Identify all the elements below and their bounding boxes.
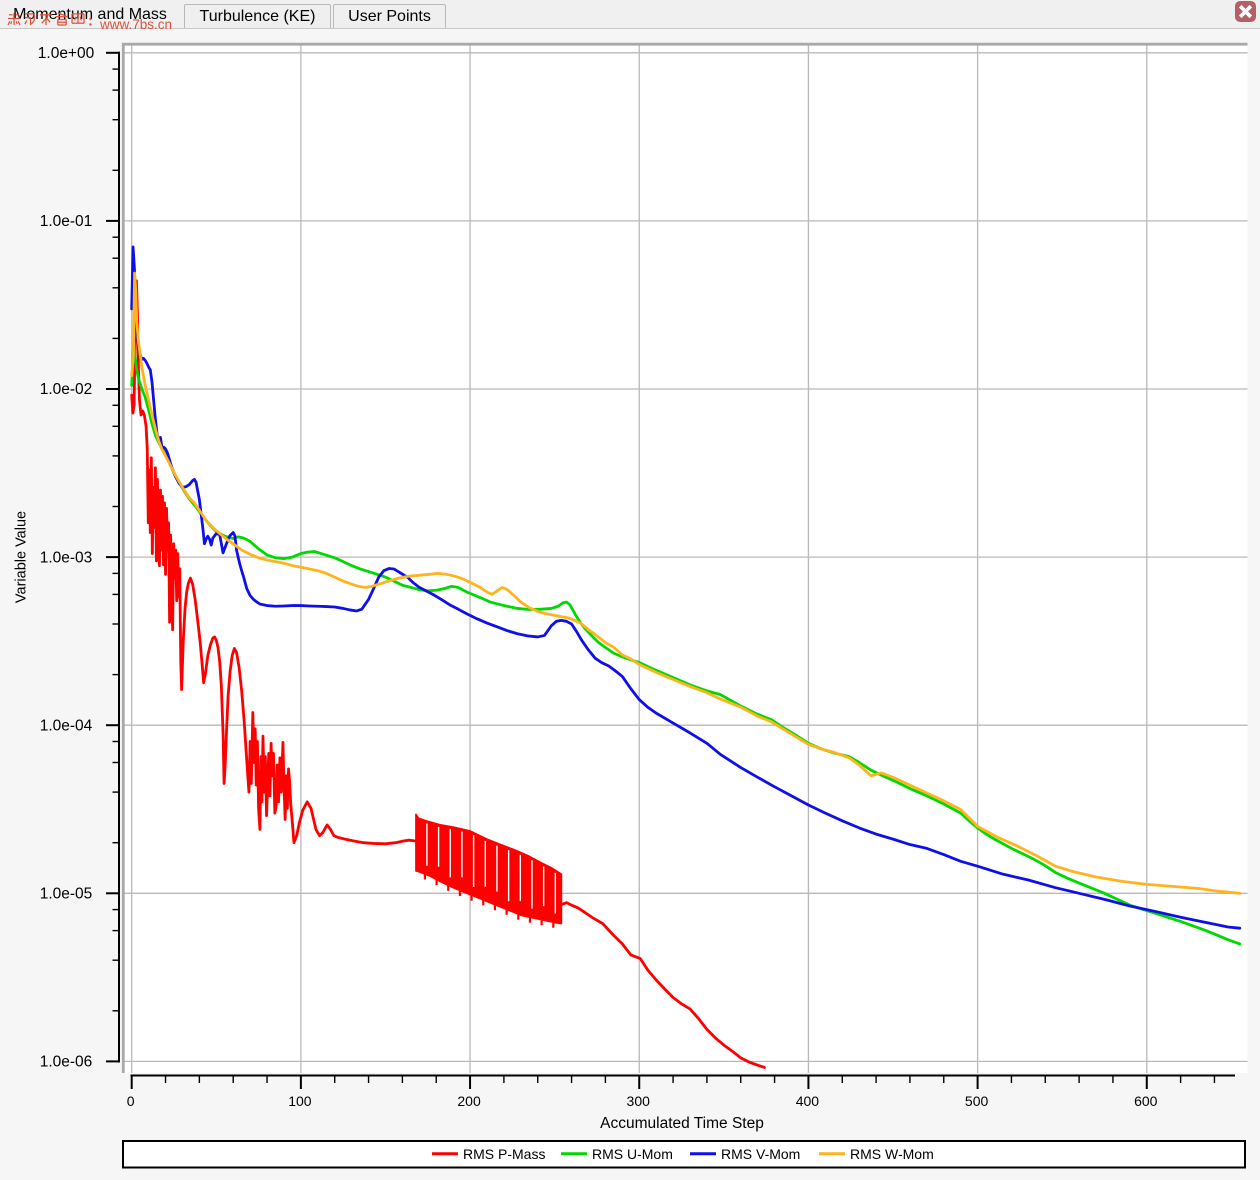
svg-text:Variable Value: Variable Value xyxy=(14,511,30,603)
svg-text:RMS U-Mom: RMS U-Mom xyxy=(592,1146,673,1162)
svg-text:1.0e-02: 1.0e-02 xyxy=(40,381,93,398)
svg-text:500: 500 xyxy=(965,1093,989,1109)
svg-text:1.0e-06: 1.0e-06 xyxy=(40,1054,93,1071)
svg-text:1.0e-05: 1.0e-05 xyxy=(40,886,93,903)
svg-text:1.0e-04: 1.0e-04 xyxy=(40,717,93,734)
svg-text:300: 300 xyxy=(627,1093,651,1109)
svg-text:1.0e-03: 1.0e-03 xyxy=(40,549,93,566)
svg-text:RMS W-Mom: RMS W-Mom xyxy=(850,1146,934,1162)
svg-text:1.0e+00: 1.0e+00 xyxy=(38,45,95,62)
svg-text:Accumulated Time Step: Accumulated Time Step xyxy=(600,1115,764,1132)
svg-text:RMS V-Mom: RMS V-Mom xyxy=(721,1146,800,1162)
svg-text:400: 400 xyxy=(796,1093,820,1109)
svg-text:RMS P-Mass: RMS P-Mass xyxy=(463,1146,545,1162)
svg-text:0: 0 xyxy=(127,1093,135,1109)
svg-text:1.0e-01: 1.0e-01 xyxy=(40,213,93,230)
svg-text:200: 200 xyxy=(457,1093,481,1109)
svg-text:100: 100 xyxy=(288,1093,312,1109)
svg-text:www.7bs.cn: www.7bs.cn xyxy=(99,17,172,32)
svg-text:600: 600 xyxy=(1134,1093,1158,1109)
